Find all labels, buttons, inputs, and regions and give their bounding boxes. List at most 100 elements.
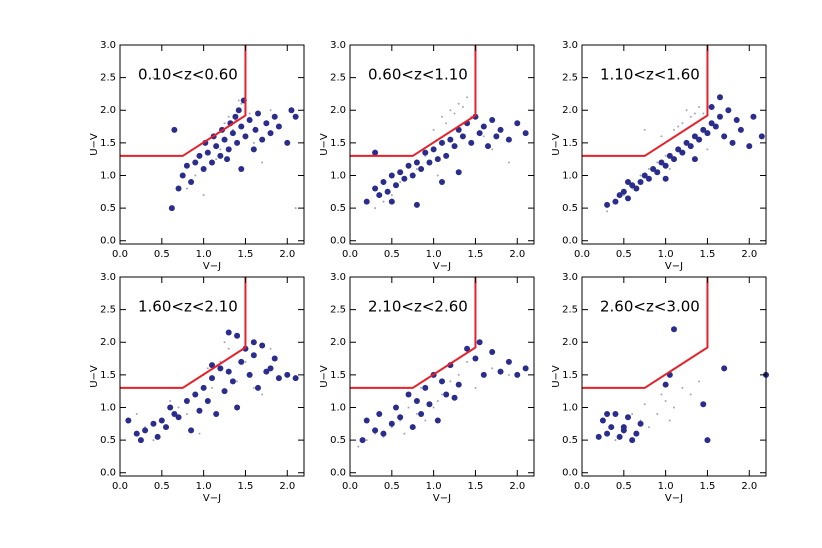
- galaxy-point: [704, 437, 711, 444]
- background-point: [689, 393, 692, 396]
- y-tick-label: 2.0: [562, 337, 578, 348]
- background-point: [403, 432, 406, 435]
- galaxy-point: [633, 430, 640, 437]
- panel-title: 1.10<z<1.60: [600, 66, 700, 84]
- y-axis-label: U−V: [89, 365, 100, 388]
- x-axis-label: V−J: [203, 261, 221, 272]
- galaxy-point: [637, 179, 644, 186]
- x-tick-label: 0.5: [616, 481, 632, 492]
- galaxy-point: [620, 188, 627, 195]
- background-point: [407, 406, 410, 409]
- background-point: [482, 135, 485, 138]
- galaxy-point: [658, 159, 665, 166]
- galaxy-point: [167, 404, 174, 411]
- panel: 0.0 0.5 1.0 1.5 2.0 0.0 0.5 1.0 1.5 2.0 2.5 3.0 0.60…: [319, 40, 535, 272]
- galaxy-point: [372, 427, 379, 434]
- x-tick-label: 2.0: [509, 481, 525, 492]
- galaxy-point: [687, 143, 694, 150]
- galaxy-point: [708, 120, 715, 127]
- y-tick-label: 3.0: [330, 40, 346, 51]
- y-tick-label: 2.0: [562, 105, 578, 116]
- galaxy-point: [489, 117, 496, 124]
- x-tick-label: 2.0: [279, 249, 295, 260]
- background-point: [673, 128, 675, 131]
- y-tick-label: 1.0: [562, 170, 578, 181]
- x-tick-label: 1.5: [700, 249, 716, 260]
- galaxy-point: [616, 192, 623, 199]
- galaxy-point: [250, 146, 257, 153]
- galaxy-point: [595, 433, 602, 440]
- y-tick-label: 1.5: [330, 138, 346, 149]
- galaxy-point: [455, 381, 462, 388]
- galaxy-point: [671, 156, 677, 163]
- galaxy-point: [683, 139, 690, 146]
- background-point: [357, 445, 360, 448]
- galaxy-point: [612, 411, 619, 418]
- galaxy-point: [397, 169, 404, 176]
- background-point: [466, 360, 469, 363]
- background-point: [660, 135, 663, 138]
- galaxy-point: [188, 427, 195, 434]
- background-point: [185, 413, 188, 416]
- galaxy-point: [250, 352, 257, 359]
- x-tick-label: 1.0: [196, 481, 212, 492]
- galaxy-point: [721, 133, 728, 140]
- galaxy-point: [641, 172, 648, 179]
- galaxy-point: [363, 198, 370, 205]
- background-point: [673, 406, 675, 409]
- galaxy-point: [232, 113, 239, 120]
- galaxy-point: [150, 420, 157, 427]
- galaxy-point: [604, 430, 611, 437]
- galaxy-point: [372, 149, 379, 156]
- background-point: [432, 406, 435, 409]
- x-tick-label: 2.0: [741, 481, 757, 492]
- plot-frame: [349, 276, 535, 477]
- panel: 0.0 0.5 1.0 1.5 2.0 0.0 0.5 1.0 1.5 2.0 2.5 3.0 2.10…: [319, 272, 535, 504]
- background-point: [491, 367, 494, 370]
- background-point: [706, 148, 709, 151]
- galaxy-point: [271, 113, 278, 120]
- galaxy-point: [275, 375, 282, 382]
- background-point: [415, 167, 418, 170]
- background-point: [474, 386, 477, 389]
- background-point: [664, 399, 667, 402]
- galaxy-point: [196, 407, 203, 414]
- x-tick-label: 0.0: [342, 481, 358, 492]
- galaxy-point: [388, 172, 395, 179]
- galaxy-point: [204, 397, 211, 404]
- galaxy-point: [418, 411, 425, 418]
- galaxy-point: [409, 424, 416, 431]
- y-tick-label: 0.5: [100, 203, 116, 214]
- galaxy-point: [443, 391, 450, 398]
- background-point: [677, 125, 680, 128]
- background-point: [399, 181, 402, 184]
- galaxy-point: [691, 156, 698, 163]
- galaxy-point: [384, 188, 391, 195]
- background-point: [152, 439, 155, 442]
- galaxy-point: [426, 159, 433, 166]
- galaxy-point: [259, 342, 266, 349]
- galaxy-point: [192, 391, 199, 398]
- galaxy-point: [671, 326, 677, 333]
- galaxy-point: [225, 329, 232, 336]
- galaxy-point: [246, 371, 253, 378]
- background-point: [185, 187, 188, 190]
- background-point: [647, 426, 650, 429]
- galaxy-point: [522, 365, 529, 372]
- galaxy-point: [284, 139, 291, 146]
- galaxy-point: [451, 394, 458, 401]
- galaxy-point: [522, 130, 529, 137]
- background-point: [252, 141, 255, 144]
- y-tick-label: 1.5: [562, 370, 578, 381]
- y-tick-label: 1.5: [330, 370, 346, 381]
- galaxy-point: [393, 182, 399, 189]
- galaxy-point: [654, 169, 661, 176]
- galaxy-point: [422, 149, 429, 156]
- background-point: [457, 373, 460, 376]
- background-point: [211, 386, 213, 389]
- galaxy-point: [430, 146, 437, 153]
- galaxy-point: [725, 107, 732, 114]
- galaxy-point: [255, 110, 261, 117]
- galaxy-point: [717, 94, 723, 101]
- background-point: [689, 115, 692, 118]
